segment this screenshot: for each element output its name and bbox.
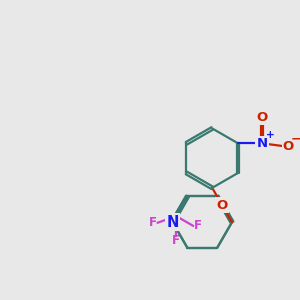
Text: O: O [256, 111, 268, 124]
Text: O: O [283, 140, 294, 153]
Text: F: F [172, 234, 180, 248]
Text: N: N [256, 137, 268, 150]
Text: +: + [266, 130, 275, 140]
Text: O: O [217, 199, 228, 212]
Text: F: F [194, 219, 202, 232]
Text: −: − [290, 133, 300, 146]
Text: F: F [148, 216, 156, 229]
Text: N: N [167, 215, 179, 230]
